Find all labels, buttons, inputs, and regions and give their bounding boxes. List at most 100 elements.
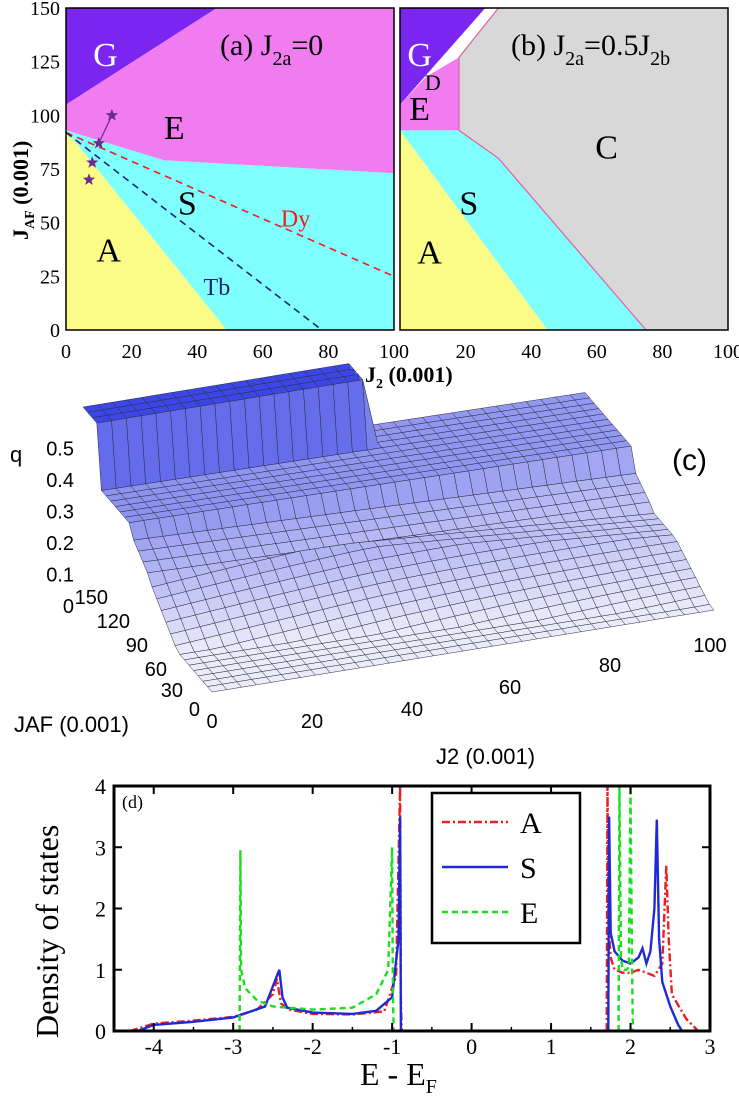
panel-d-series xyxy=(129,785,699,1033)
panel-d-ytick-label: 4 xyxy=(95,774,106,799)
panel-c-ytick-label: 0 xyxy=(189,699,200,721)
panel-c-ytick-label: 60 xyxy=(145,659,167,681)
panel-d-xtick-label: 0 xyxy=(466,1034,477,1059)
panel-b-region-label-g: G xyxy=(407,37,432,74)
panel-c-xtick-label: 80 xyxy=(599,655,621,677)
panel-a-region-label-a: A xyxy=(96,233,121,270)
panel-b-regions xyxy=(400,7,728,331)
panel-a-line-label-tb: Tb xyxy=(204,275,231,301)
panel-c-ytick-label: 30 xyxy=(161,680,183,702)
panel-a-ytick-label: 100 xyxy=(30,105,60,127)
panel-c-ztick-label: 0.1 xyxy=(46,565,74,587)
panel-b-region-d xyxy=(426,8,499,77)
panel-c-xlabel: J2 (0.001) xyxy=(436,744,535,769)
panel-b: GDE C SA (b) J2a=0.5J2b 20 40 60 80 100 xyxy=(399,7,739,363)
panel-a-xtick-label: 0 xyxy=(61,341,71,363)
panel-c-ytick-label: 120 xyxy=(97,611,130,633)
panel-c-surface-cell xyxy=(694,604,715,613)
panel-d-ytick-label: 2 xyxy=(95,897,106,922)
panel-b-region-a xyxy=(400,130,548,330)
panel-c-xtick-label: 20 xyxy=(301,711,323,733)
panel-a-region-label-e: E xyxy=(164,110,185,147)
panel-a-region-label-g: G xyxy=(93,37,118,74)
panel-a-xtick-label: 80 xyxy=(318,341,338,363)
panel-d-xtick-label: 3 xyxy=(705,1034,716,1059)
panel-c-ztick-label: 0.4 xyxy=(46,470,74,492)
panel-c-ztick-label: 0 xyxy=(63,596,74,618)
series-e-line xyxy=(238,847,395,1032)
panel-d-xtick-label: 2 xyxy=(625,1034,636,1059)
panel-b-xtick-label: 20 xyxy=(456,341,476,363)
series-a-line xyxy=(605,785,699,1032)
panel-b-region-g xyxy=(400,8,486,105)
series-a-line xyxy=(129,785,403,1033)
panel-a-ytick-label: 150 xyxy=(30,0,60,20)
panel-a-region-s xyxy=(66,130,394,330)
panel-a-stars xyxy=(82,108,119,185)
series-e-line xyxy=(617,785,635,1032)
panel-a-regions xyxy=(66,8,394,330)
panel-a-frame xyxy=(65,7,395,331)
panel-a-region-e xyxy=(66,8,394,174)
panel-d: 0 1 2 3 4 -4 -3 -2 -1 0 1 2 3 (d) Density of states… xyxy=(29,774,716,1098)
series-s-line xyxy=(607,816,684,1032)
panel-b-boundary xyxy=(458,7,499,131)
legend: ASE xyxy=(430,791,582,945)
panel-d-ytick-label: 1 xyxy=(95,958,106,983)
panel-a-title: (a) J2a=0 xyxy=(220,29,323,70)
panel-b-region-label-s: S xyxy=(459,185,478,222)
panel-a-star-marker xyxy=(92,136,105,149)
panel-b-title: (b) J2a=0.5J2b xyxy=(511,29,670,70)
panel-b-region-label-a: A xyxy=(417,235,442,272)
panel-d-xtick-label: -3 xyxy=(224,1034,242,1059)
panel-d-xtick-label: -4 xyxy=(145,1034,163,1059)
panel-a-ytick-label: 25 xyxy=(40,266,60,288)
panel-a-xtick-label: 40 xyxy=(187,341,207,363)
panel-a-ytick-label: 50 xyxy=(40,213,60,235)
panel-a-star-marker xyxy=(82,173,96,185)
panel-b-region-label-e: E xyxy=(409,91,430,128)
panel-c-ztick-label: 0.3 xyxy=(46,502,74,524)
panel-b-xtick-label: 40 xyxy=(521,341,541,363)
panel-c-ytick-label: 90 xyxy=(126,635,148,657)
panel-c-ztick-label: 0.5 xyxy=(46,439,74,461)
panel-b-xtick-label: 60 xyxy=(587,341,607,363)
panel-d-xtick-label: -2 xyxy=(304,1034,322,1059)
panel-a-xtick-label: 60 xyxy=(253,341,273,363)
panel-a-xlabel: J2 (0.001) xyxy=(365,362,453,392)
panel-a-line-label-dy: Dy xyxy=(281,206,310,232)
panel-c-xtick-label: 40 xyxy=(401,699,423,721)
legend-label-s: S xyxy=(520,852,537,885)
panel-a-line-tb xyxy=(65,131,323,331)
panel-a-ytick-label: 125 xyxy=(30,52,60,74)
panel-b-boundary xyxy=(458,129,647,331)
panel-a-region-a xyxy=(66,130,227,330)
panel-b-region-label-c: C xyxy=(595,130,618,167)
panel-c-ztick-label: 0.2 xyxy=(46,533,74,555)
panel-c-xtick-label: 100 xyxy=(693,635,726,657)
panel-a-region-label-s: S xyxy=(178,185,197,222)
panel-d-title: (d) xyxy=(122,792,143,813)
panel-b-region-c xyxy=(459,8,728,330)
panel-d-xtick-label: -1 xyxy=(383,1034,401,1059)
panel-a-ytick-label: 75 xyxy=(40,159,60,181)
panel-d-ylabel: Density of states xyxy=(29,825,65,1038)
panel-c-xtick-label: 0 xyxy=(206,711,217,733)
panel-d-xtick-label: 1 xyxy=(546,1034,557,1059)
panel-c-ylabel: JAF (0.001) xyxy=(14,712,129,737)
panel-c-zlabel: q xyxy=(10,442,22,467)
panel-b-region-s xyxy=(400,130,646,330)
panel-a-xtick-label: 20 xyxy=(122,341,142,363)
panel-a-star-link xyxy=(98,115,113,144)
panel-a-star-marker xyxy=(105,108,119,121)
panel-a-ylabel: JAF (0.001) xyxy=(8,141,38,240)
panel-c-ytick-label: 150 xyxy=(75,587,108,609)
panel-d-xlabel: E - EF xyxy=(360,1056,437,1098)
panel-b-region-label-d: D xyxy=(425,70,441,95)
panel-a-xtick-label: 100 xyxy=(379,341,409,363)
panel-d-ytick-label: 3 xyxy=(95,835,106,860)
panel-b-region-e xyxy=(400,57,459,131)
